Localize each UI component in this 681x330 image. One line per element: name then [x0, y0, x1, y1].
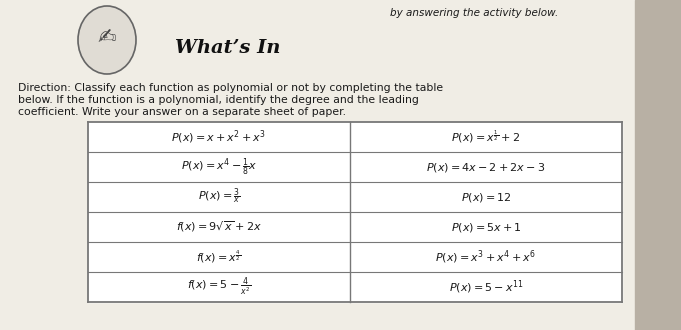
Bar: [88, 122, 622, 302]
Text: $P(x) = x + x^2 + x^3$: $P(x) = x + x^2 + x^3$: [172, 128, 266, 146]
Text: $P(x) = x^4 - \frac{1}{8}x$: $P(x) = x^4 - \frac{1}{8}x$: [180, 156, 257, 178]
Text: ✍: ✍: [97, 28, 116, 48]
Text: $P(x) = x^3 + x^4 + x^6$: $P(x) = x^3 + x^4 + x^6$: [435, 248, 537, 266]
Text: $f(x) = 5 - \frac{4}{x^2}$: $f(x) = 5 - \frac{4}{x^2}$: [187, 276, 251, 298]
Text: $P(x) = x^{\frac{1}{2}} + 2$: $P(x) = x^{\frac{1}{2}} + 2$: [452, 129, 520, 145]
Text: $f(x) = x^{\frac{4}{2}}$: $f(x) = x^{\frac{4}{2}}$: [196, 248, 242, 265]
Text: $P(x) = \frac{3}{x}$: $P(x) = \frac{3}{x}$: [197, 187, 240, 207]
Text: Direction: Classify each function as polynomial or not by completing the table: Direction: Classify each function as pol…: [18, 83, 443, 93]
Text: $P(x) = 12$: $P(x) = 12$: [460, 190, 511, 204]
Text: $P(x) = 5 - x^{11}$: $P(x) = 5 - x^{11}$: [449, 278, 523, 296]
Text: coefficient. Write your answer on a separate sheet of paper.: coefficient. Write your answer on a sepa…: [18, 107, 346, 117]
Text: below. If the function is a polynomial, identify the degree and the leading: below. If the function is a polynomial, …: [18, 95, 419, 105]
Ellipse shape: [78, 6, 136, 74]
Text: What’s In: What’s In: [175, 39, 281, 57]
Bar: [635, 0, 681, 330]
Text: $P(x) = 4x - 2 + 2x - 3$: $P(x) = 4x - 2 + 2x - 3$: [426, 160, 545, 174]
Text: $P(x) = 5x + 1$: $P(x) = 5x + 1$: [451, 220, 522, 234]
Text: by answering the activity below.: by answering the activity below.: [390, 8, 558, 18]
Text: $f(x) = 9\sqrt{x} + 2x$: $f(x) = 9\sqrt{x} + 2x$: [176, 220, 262, 234]
